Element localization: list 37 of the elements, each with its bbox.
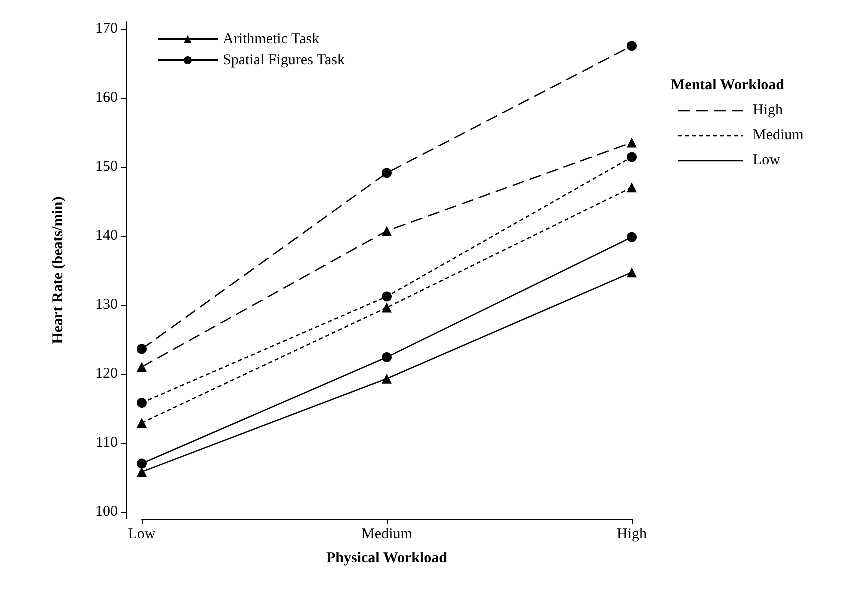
y-tick-label: 130 [96, 297, 118, 314]
point [627, 182, 637, 193]
point [627, 152, 637, 162]
point [382, 292, 392, 302]
y-tick-label: 140 [96, 228, 118, 244]
point [382, 226, 392, 236]
x-tick-label: Low [128, 526, 156, 542]
point [137, 362, 147, 372]
point [137, 458, 147, 469]
y-axis-title: Heart Rate (beats/min) [50, 196, 66, 344]
y-tick-label: 150 [96, 158, 118, 175]
point [382, 302, 392, 313]
point [627, 41, 637, 52]
point [382, 352, 392, 362]
x-axis-title: Physical Workload [326, 550, 448, 566]
legend-label: Arithmetic Task [223, 32, 320, 48]
point [382, 168, 392, 178]
point [137, 398, 147, 408]
point [627, 232, 637, 242]
x-tick-label: Medium [362, 526, 413, 542]
y-tick-label: 120 [96, 366, 118, 382]
y-tick-label: 170 [96, 20, 118, 37]
point [382, 374, 392, 384]
point [137, 344, 147, 354]
point [627, 138, 637, 148]
text: Low [753, 152, 781, 168]
text: High [753, 102, 784, 118]
point [137, 418, 147, 428]
legend-label: Spatial Figures Task [223, 52, 346, 68]
y-tick-label: 160 [96, 90, 118, 106]
y-tick-label: 110 [96, 435, 118, 452]
x-tick-label: High [617, 526, 648, 542]
text: Medium [753, 128, 804, 144]
y-tick-label: 100 [96, 504, 118, 520]
point [137, 467, 147, 478]
legend-title: Mental Workload [671, 78, 786, 94]
point [627, 268, 637, 278]
